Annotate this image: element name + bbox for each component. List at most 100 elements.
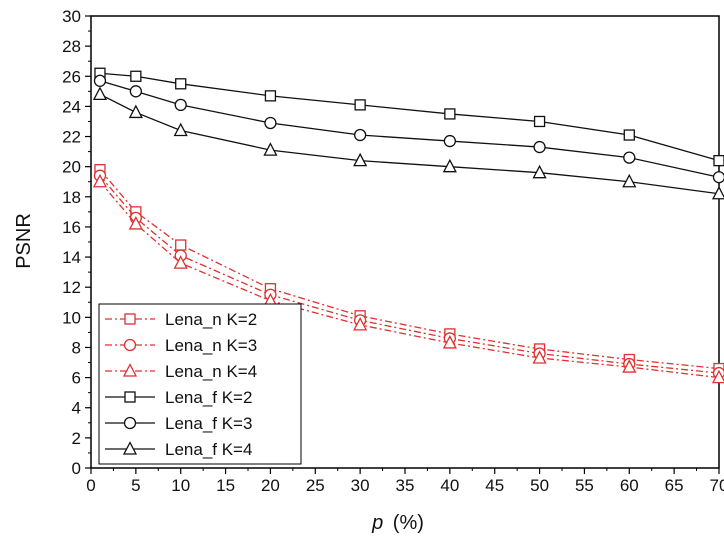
legend-entry: Lena_n K=4 [105, 362, 257, 381]
data-point [354, 99, 366, 111]
data-point [532, 350, 547, 364]
series-6 [92, 86, 724, 200]
x-tick-label: 0 [86, 476, 95, 495]
data-point [442, 158, 457, 173]
data-point [623, 129, 635, 141]
data-point [622, 173, 637, 188]
legend-marker [122, 363, 138, 377]
data-point [264, 116, 277, 130]
x-tick-label: 65 [665, 476, 684, 495]
data-point [713, 154, 724, 167]
x-axis-title: p (%) [371, 512, 424, 534]
data-point [263, 142, 278, 156]
legend-label: Lena_n K=2 [165, 310, 257, 329]
legend-marker [123, 416, 137, 430]
legend-entry: Lena_n K=2 [105, 310, 257, 329]
x-tick-label: 5 [131, 476, 140, 495]
legend-label: Lena_n K=4 [165, 362, 257, 381]
data-point [442, 335, 457, 349]
legend-label: Lena_n K=3 [165, 336, 257, 355]
data-point [533, 115, 546, 128]
series-line [99, 72, 720, 162]
legend-marker [124, 313, 136, 325]
x-tick-label: 60 [620, 476, 639, 495]
y-tick-label: 6 [72, 369, 81, 388]
legend-box [98, 303, 302, 465]
data-point [264, 90, 277, 102]
y-tick-label: 30 [62, 7, 81, 26]
legend-label: Lena_f K=2 [165, 388, 252, 407]
data-point [532, 164, 547, 179]
x-tick-label: 70 [710, 476, 724, 495]
series-layer [92, 67, 724, 384]
x-tick-label: 50 [530, 476, 549, 495]
y-tick-label: 18 [62, 188, 81, 207]
legend-marker [122, 441, 138, 455]
data-point [444, 108, 456, 120]
x-tick-label: 45 [485, 476, 504, 495]
data-point [92, 86, 108, 100]
x-tick-label: 30 [351, 476, 370, 495]
legend-marker [124, 391, 136, 403]
data-point [443, 134, 457, 148]
y-tick-label: 16 [62, 218, 81, 237]
legend-marker [123, 338, 137, 352]
data-point [353, 316, 368, 331]
y-tick-label: 12 [62, 278, 81, 297]
data-point [128, 216, 143, 230]
legend-label: Lena_f K=3 [165, 414, 252, 433]
data-point [173, 255, 188, 269]
x-tick-label: 35 [396, 476, 415, 495]
data-point [92, 173, 108, 188]
y-axis-title: PSNR [13, 213, 35, 269]
data-point [353, 152, 368, 167]
x-tick-label: 55 [575, 476, 594, 495]
data-point [174, 98, 187, 112]
y-tick-label: 2 [72, 429, 81, 448]
legend-entry: Lena_n K=3 [105, 336, 257, 355]
legend: Lena_n K=2 Lena_n K=3 Lena_n K=4 Lena_f K=2… [98, 303, 302, 465]
x-axis-ticks: 0 5 10 15 20 25 30 35 40 45 50 55 60 65 70 [86, 468, 724, 495]
data-point [93, 74, 107, 87]
y-tick-label: 0 [72, 459, 81, 478]
y-tick-label: 8 [72, 338, 81, 357]
y-tick-label: 10 [62, 308, 81, 327]
data-point [533, 140, 546, 154]
series-5 [93, 74, 724, 184]
data-point [623, 151, 636, 164]
legend-entry: Lena_f K=3 [105, 414, 252, 433]
data-point [130, 70, 142, 82]
data-point [175, 239, 187, 251]
series-4 [94, 67, 724, 167]
y-tick-label: 22 [62, 128, 81, 147]
y-tick-label: 20 [62, 158, 81, 177]
x-tick-label: 10 [171, 476, 190, 495]
y-tick-label: 26 [62, 67, 81, 86]
x-tick-label: 25 [306, 476, 325, 495]
legend-label: Lena_f K=4 [165, 440, 252, 459]
legend-entry: Lena_f K=4 [105, 440, 252, 459]
y-tick-label: 14 [62, 248, 81, 267]
y-tick-label: 4 [72, 399, 81, 418]
x-axis-variable: p [371, 512, 383, 534]
data-point [711, 185, 724, 200]
y-tick-label: 24 [62, 97, 81, 116]
series-3 [92, 173, 724, 384]
y-tick-label: 28 [62, 37, 81, 56]
x-tick-label: 15 [216, 476, 235, 495]
data-point [622, 359, 637, 373]
x-tick-label: 40 [440, 476, 459, 495]
data-point [173, 122, 188, 137]
data-point [712, 171, 724, 184]
data-point [353, 128, 367, 142]
data-point [128, 104, 143, 119]
x-tick-label: 20 [261, 476, 280, 495]
legend-entry: Lena_f K=2 [105, 388, 252, 407]
data-point [711, 369, 724, 384]
data-point [129, 85, 143, 98]
x-axis-unit: (%) [393, 512, 424, 534]
data-point [175, 78, 187, 90]
